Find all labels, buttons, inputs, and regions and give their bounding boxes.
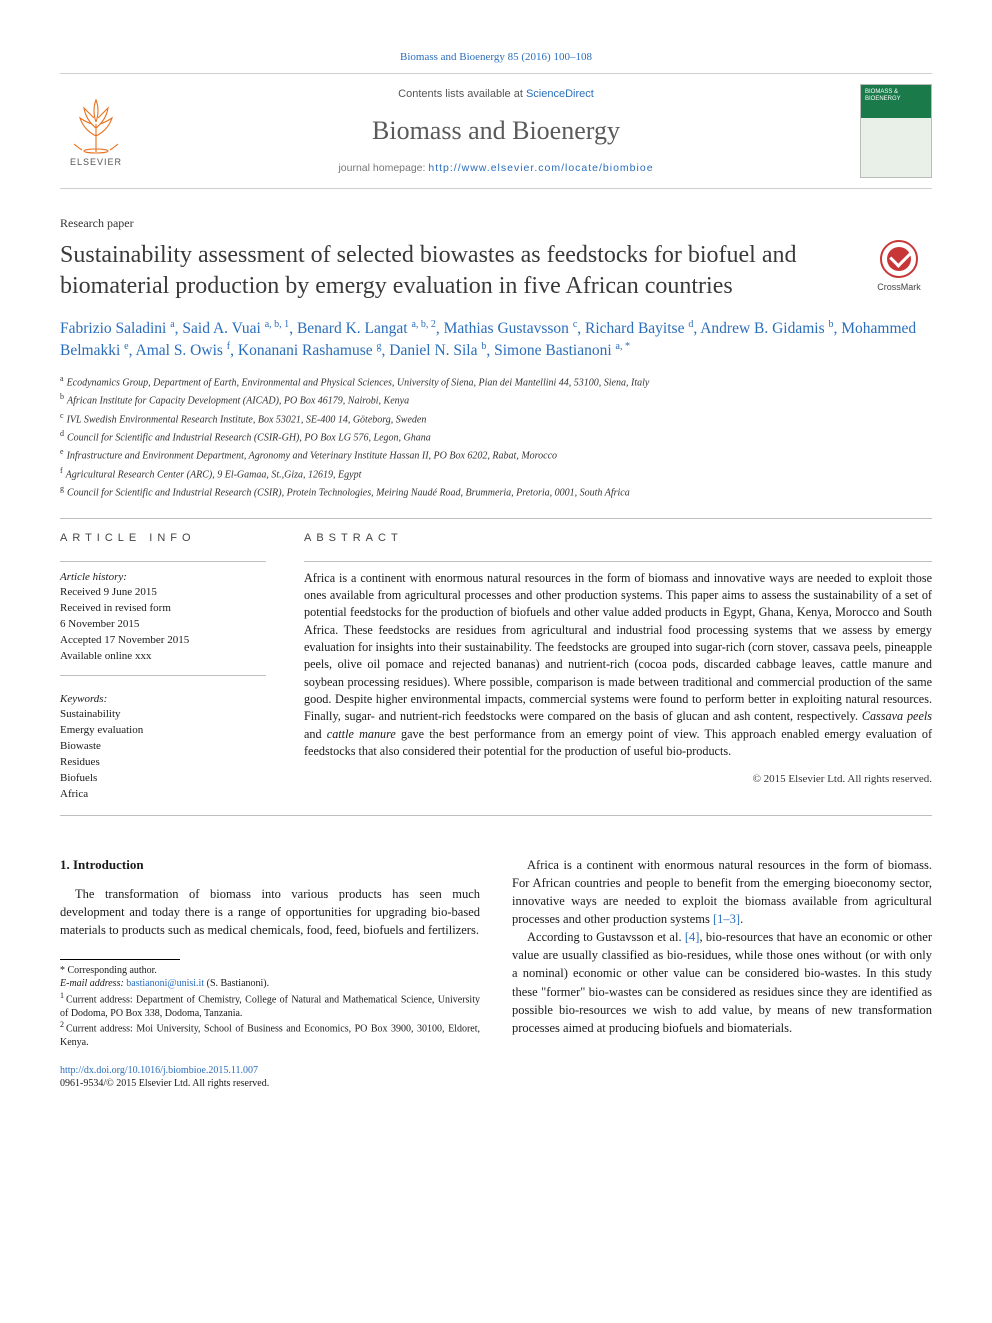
abstract-mid: and	[304, 727, 327, 741]
abstract-italic: Cassava peels	[862, 709, 932, 723]
history-line: 6 November 2015	[60, 617, 266, 633]
journal-name: Biomass and Bioenergy	[150, 113, 842, 149]
abstract-text: Africa is a continent with enormous natu…	[304, 570, 932, 761]
email-line: E-mail address: bastianoni@unisi.it (S. …	[60, 977, 480, 991]
abstract-end: gave the best performance from an emergy…	[304, 727, 932, 758]
paper-title: Sustainability assessment of selected bi…	[60, 240, 848, 301]
affiliation-line: aEcodynamics Group, Department of Earth,…	[60, 373, 932, 390]
ref-link[interactable]: [4]	[685, 930, 700, 944]
p2-end: .	[740, 912, 743, 926]
elsevier-logo: ELSEVIER	[60, 90, 132, 172]
article-history: Received 9 June 2015Received in revised …	[60, 585, 266, 665]
abstract-body: Africa is a continent with enormous natu…	[304, 571, 932, 724]
cover-title: BIOMASS & BIOENERGY	[865, 89, 927, 102]
section-number: 1.	[60, 857, 70, 872]
journal-cover-thumbnail: BIOMASS & BIOENERGY	[860, 84, 932, 178]
email-label: E-mail address:	[60, 978, 124, 989]
footnote-1: 1Current address: Department of Chemistr…	[60, 991, 480, 1020]
p3-end: , bio-resources that have an economic or…	[512, 930, 932, 1035]
footnote-2-text: Current address: Moi University, School …	[60, 1024, 480, 1049]
abstract-italic: cattle manure	[327, 727, 396, 741]
affiliations: aEcodynamics Group, Department of Earth,…	[60, 373, 932, 500]
affiliation-line: cIVL Swedish Environmental Research Inst…	[60, 410, 932, 427]
elsevier-wordmark: ELSEVIER	[70, 156, 122, 169]
keywords-label: Keywords:	[60, 692, 266, 707]
keyword: Biofuels	[60, 771, 266, 787]
p3-text: According to Gustavsson et al.	[527, 930, 685, 944]
keyword: Africa	[60, 787, 266, 803]
keywords-list: SustainabilityEmergy evaluationBiowasteR…	[60, 707, 266, 803]
abstract-heading: ABSTRACT	[304, 531, 932, 546]
journal-header: ELSEVIER Contents lists available at Sci…	[60, 73, 932, 189]
body-paragraph: The transformation of biomass into vario…	[60, 885, 480, 939]
body-columns: 1. Introduction The transformation of bi…	[60, 856, 932, 1091]
history-line: Received in revised form	[60, 601, 266, 617]
paper-type: Research paper	[60, 215, 932, 232]
crossmark-icon	[880, 240, 918, 278]
contents-available: Contents lists available at ScienceDirec…	[150, 87, 842, 102]
contents-prefix: Contents lists available at	[398, 88, 526, 100]
affiliation-line: gCouncil for Scientific and Industrial R…	[60, 483, 932, 500]
issn-copyright: 0961-9534/© 2015 Elsevier Ltd. All right…	[60, 1078, 269, 1089]
keyword: Sustainability	[60, 707, 266, 723]
crossmark-label: CrossMark	[877, 281, 921, 294]
keyword: Biowaste	[60, 739, 266, 755]
footnote-2: 2Current address: Moi University, School…	[60, 1020, 480, 1049]
divider	[60, 675, 266, 676]
citation-line: Biomass and Bioenergy 85 (2016) 100–108	[60, 50, 932, 65]
affiliation-line: fAgricultural Research Center (ARC), 9 E…	[60, 465, 932, 482]
doi-link[interactable]: http://dx.doi.org/10.1016/j.biombioe.201…	[60, 1065, 258, 1076]
footnote-1-text: Current address: Department of Chemistry…	[60, 994, 480, 1019]
affiliation-line: dCouncil for Scientific and Industrial R…	[60, 428, 932, 445]
corresponding-author: * Corresponding author.	[60, 964, 480, 978]
divider	[60, 815, 932, 816]
elsevier-tree-icon	[66, 94, 126, 154]
doi-block: http://dx.doi.org/10.1016/j.biombioe.201…	[60, 1064, 480, 1091]
section-heading: 1. Introduction	[60, 856, 480, 875]
email-paren: (S. Bastianoni).	[207, 978, 270, 989]
email-link[interactable]: bastianoni@unisi.it	[126, 978, 204, 989]
divider	[60, 518, 932, 519]
abstract-column: ABSTRACT Africa is a continent with enor…	[304, 531, 932, 802]
crossmark-badge[interactable]: CrossMark	[866, 240, 932, 294]
body-paragraph: According to Gustavsson et al. [4], bio-…	[512, 928, 932, 1037]
history-line: Available online xxx	[60, 649, 266, 665]
keyword: Residues	[60, 755, 266, 771]
affiliation-line: bAfrican Institute for Capacity Developm…	[60, 391, 932, 408]
history-label: Article history:	[60, 570, 266, 585]
history-line: Received 9 June 2015	[60, 585, 266, 601]
footnotes: * Corresponding author. E-mail address: …	[60, 964, 480, 1050]
journal-homepage: journal homepage: http://www.elsevier.co…	[150, 161, 842, 176]
affiliation-line: eInfrastructure and Environment Departme…	[60, 446, 932, 463]
keyword: Emergy evaluation	[60, 723, 266, 739]
body-paragraph: Africa is a continent with enormous natu…	[512, 856, 932, 929]
abstract-copyright: © 2015 Elsevier Ltd. All rights reserved…	[304, 772, 932, 787]
article-info-heading: ARTICLE INFO	[60, 531, 266, 546]
homepage-prefix: journal homepage:	[338, 162, 428, 174]
homepage-link[interactable]: http://www.elsevier.com/locate/biombioe	[428, 162, 653, 174]
footnote-rule	[60, 959, 180, 960]
sciencedirect-link[interactable]: ScienceDirect	[526, 88, 594, 100]
author-list: Fabrizio Saladini a, Said A. Vuai a, b, …	[60, 318, 932, 363]
ref-link[interactable]: [1–3]	[713, 912, 740, 926]
article-info-column: ARTICLE INFO Article history: Received 9…	[60, 531, 266, 802]
section-title: Introduction	[73, 857, 144, 872]
history-line: Accepted 17 November 2015	[60, 633, 266, 649]
